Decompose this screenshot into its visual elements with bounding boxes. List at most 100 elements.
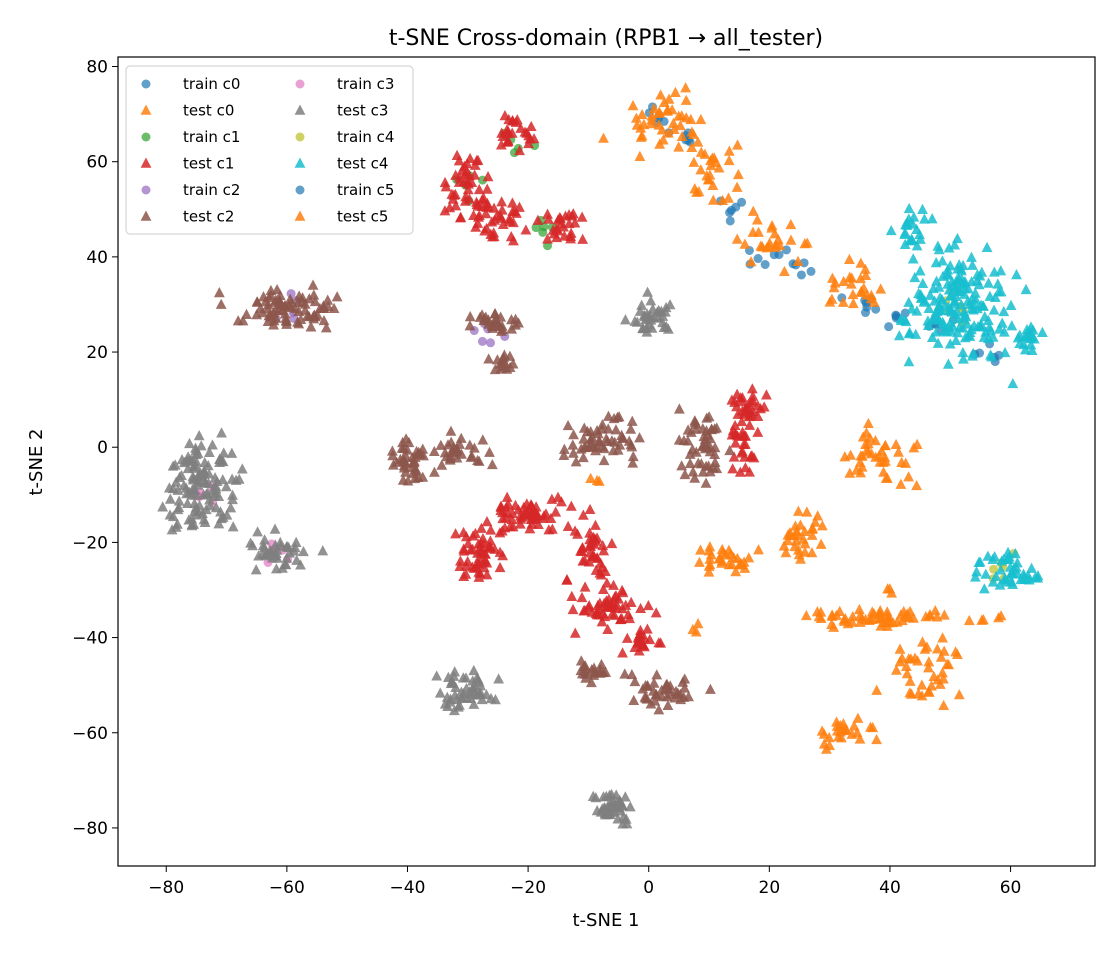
test-point: [779, 265, 790, 277]
test-point: [566, 590, 578, 601]
test-point: [295, 313, 307, 325]
test-point: [847, 297, 859, 309]
test-point: [937, 667, 948, 678]
test-point: [658, 96, 670, 108]
test-point: [764, 237, 776, 248]
test-point: [731, 401, 742, 412]
test-point: [1027, 324, 1039, 335]
test-point: [561, 574, 573, 585]
test-point: [450, 200, 462, 211]
test-point: [969, 571, 981, 582]
test-point: [903, 202, 915, 214]
test-point: [679, 673, 691, 684]
test-point: [969, 287, 981, 298]
test-point: [926, 213, 938, 224]
test-point: [704, 169, 716, 180]
test-point: [684, 448, 696, 459]
test-point: [753, 544, 764, 555]
test-point: [736, 415, 748, 427]
test-point: [826, 293, 838, 304]
test-point: [680, 82, 692, 93]
test-point: [200, 477, 212, 488]
test-point: [490, 694, 501, 705]
test-point: [568, 429, 579, 440]
test-point: [461, 158, 473, 169]
test-point: [823, 731, 835, 743]
test-point: [456, 692, 468, 703]
test-point: [279, 308, 291, 319]
test-point: [473, 571, 485, 582]
test-point: [937, 255, 948, 266]
test-point: [815, 606, 827, 617]
test-point: [600, 790, 612, 801]
test-point: [167, 460, 179, 471]
test-point: [470, 527, 481, 539]
test-point: [943, 242, 955, 253]
test-point: [203, 446, 215, 457]
test-point: [713, 162, 725, 173]
test-point: [1002, 546, 1014, 558]
test-point: [705, 683, 716, 694]
test-point: [617, 818, 629, 829]
test-point: [747, 226, 759, 237]
x-axis-label: t-SNE 1: [573, 910, 640, 931]
test-point: [651, 669, 663, 680]
test-point: [865, 613, 876, 624]
test-point: [747, 205, 759, 216]
test-point: [650, 607, 662, 618]
test-point: [937, 316, 949, 327]
test-point: [1001, 553, 1013, 565]
test-point: [957, 259, 969, 271]
test-point: [724, 444, 736, 456]
test-point: [484, 446, 495, 457]
test-point: [993, 286, 1005, 297]
test-point: [645, 310, 656, 321]
test-point: [782, 529, 794, 540]
test-point: [959, 288, 970, 299]
test-point: [778, 540, 790, 551]
test-point: [663, 93, 675, 104]
test-point: [464, 439, 476, 450]
test-point: [838, 275, 850, 287]
test-point: [499, 349, 510, 360]
test-point: [986, 351, 998, 362]
test-point: [451, 149, 463, 160]
test-point: [634, 432, 645, 443]
test-point: [507, 507, 518, 519]
test-point: [918, 296, 930, 307]
test-point: [496, 325, 507, 336]
test-point: [914, 228, 925, 240]
test-point: [481, 516, 493, 527]
test-point: [673, 403, 685, 414]
test-point: [193, 474, 205, 485]
test-point: [998, 326, 1010, 337]
test-point: [598, 545, 610, 556]
test-point: [635, 602, 646, 614]
test-point: [476, 546, 487, 557]
test-point: [661, 678, 673, 690]
test-point: [723, 145, 735, 156]
test-point: [734, 559, 745, 570]
test-point: [540, 508, 552, 519]
test-point: [703, 566, 715, 577]
test-point: [436, 459, 448, 470]
test-point: [629, 675, 641, 687]
test-point: [439, 698, 451, 709]
test-point: [596, 440, 608, 451]
test-point: [635, 122, 647, 133]
test-point: [790, 520, 801, 531]
test-point: [792, 255, 804, 266]
test-point: [601, 595, 612, 606]
test-point: [923, 686, 935, 697]
test-point: [453, 155, 465, 166]
test-point: [476, 193, 488, 205]
test-point: [899, 228, 911, 239]
test-point: [952, 285, 963, 296]
train-point: [753, 254, 763, 264]
test-point: [451, 442, 463, 453]
test-point: [695, 164, 707, 175]
test-point: [963, 614, 975, 626]
test-point: [624, 801, 636, 812]
test-point: [204, 494, 215, 505]
test-point: [685, 426, 697, 437]
